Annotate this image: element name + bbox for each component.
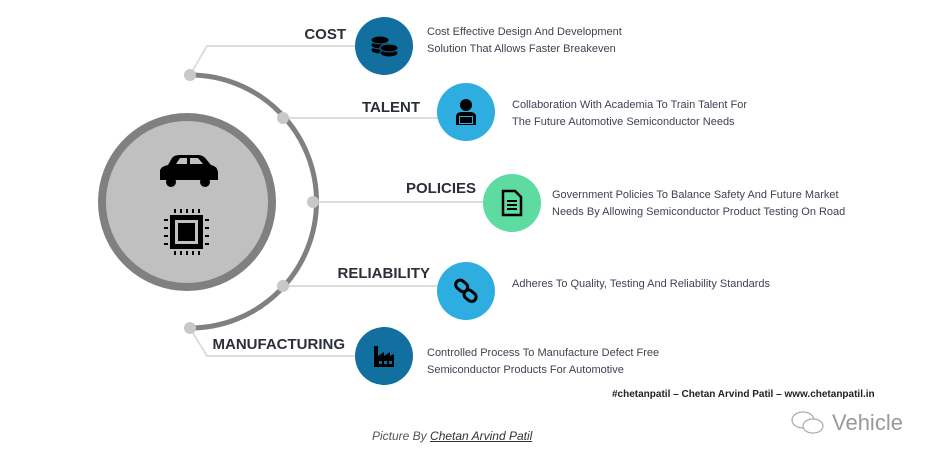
description-cost: Cost Effective Design And Development Sol… [427, 26, 622, 55]
factory-icon [355, 327, 413, 385]
label-talent: TALENT [361, 99, 420, 116]
connector-manufacturing [189, 327, 360, 357]
label-cost: COST [304, 26, 346, 43]
author-link[interactable]: Chetan Arvind Patil [430, 429, 533, 443]
chip-icon [164, 209, 209, 255]
watermark-text: Vehicle [832, 410, 903, 435]
wechat-icon [791, 411, 824, 434]
credit-line: #chetanpatil – Chetan Arvind Patil – www… [612, 389, 875, 400]
description-manufacturing: Controlled Process To Manufacture Defect… [427, 347, 660, 376]
coins-icon [355, 17, 413, 75]
description-policies: Government Policies To Balance Safety An… [552, 189, 846, 218]
center-circle [98, 113, 276, 291]
car-icon [160, 155, 218, 187]
developer-icon [437, 83, 495, 141]
picture-caption: Picture By Chetan Arvind Patil [372, 429, 533, 443]
link-icon [437, 262, 495, 320]
label-reliability: RELIABILITY [337, 265, 431, 282]
description-talent: Collaboration With Academia To Train Tal… [512, 99, 747, 128]
watermark: Vehicle [790, 410, 903, 436]
document-icon [483, 174, 541, 232]
description-reliability: Adheres To Quality, Testing And Reliabil… [512, 278, 771, 290]
label-policies: POLICIES [405, 180, 476, 197]
connector-cost [189, 45, 360, 76]
label-manufacturing: MANUFACTURING [212, 336, 346, 353]
